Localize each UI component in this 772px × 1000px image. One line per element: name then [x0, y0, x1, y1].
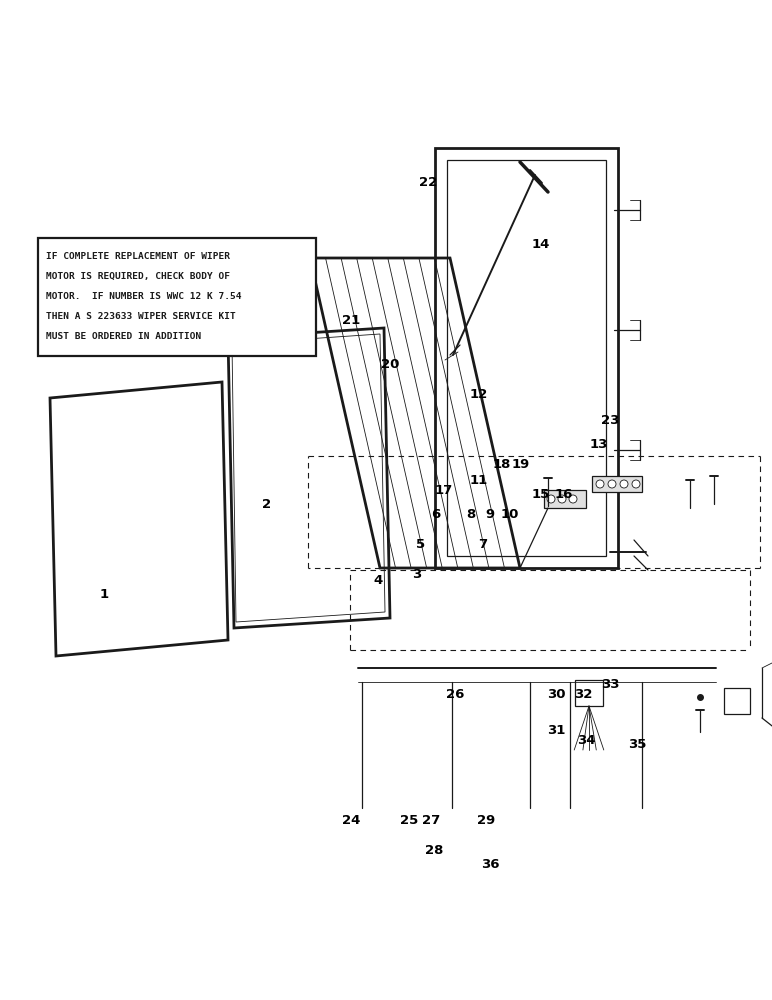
Text: 19: 19 [512, 458, 530, 472]
Text: 11: 11 [469, 474, 488, 487]
Text: 16: 16 [554, 488, 573, 502]
Text: MUST BE ORDERED IN ADDITION: MUST BE ORDERED IN ADDITION [46, 332, 201, 341]
Circle shape [620, 480, 628, 488]
Text: 35: 35 [628, 738, 646, 752]
Text: MOTOR IS REQUIRED, CHECK BODY OF: MOTOR IS REQUIRED, CHECK BODY OF [46, 272, 230, 281]
Text: 34: 34 [577, 734, 596, 746]
Circle shape [596, 480, 604, 488]
Bar [575, 680, 603, 706]
Text: MOTOR.  IF NUMBER IS WWC 12 K 7.54: MOTOR. IF NUMBER IS WWC 12 K 7.54 [46, 292, 242, 301]
Text: THEN A S 223633 WIPER SERVICE KIT: THEN A S 223633 WIPER SERVICE KIT [46, 312, 235, 321]
Circle shape [547, 495, 555, 503]
Text: 33: 33 [601, 678, 619, 692]
Text: 8: 8 [466, 508, 476, 522]
Text: 4: 4 [374, 574, 383, 586]
Text: 36: 36 [481, 858, 499, 871]
Text: 9: 9 [486, 508, 495, 522]
Text: 27: 27 [422, 814, 440, 826]
Text: 22: 22 [419, 176, 438, 188]
Text: 31: 31 [547, 724, 565, 736]
Circle shape [608, 480, 616, 488]
Text: 26: 26 [446, 688, 465, 702]
Text: 23: 23 [601, 414, 619, 426]
Text: 24: 24 [342, 814, 361, 826]
Text: 32: 32 [574, 688, 592, 702]
Text: IF COMPLETE REPLACEMENT OF WIPER: IF COMPLETE REPLACEMENT OF WIPER [46, 252, 230, 261]
Text: 6: 6 [432, 508, 441, 522]
Text: 13: 13 [589, 438, 608, 452]
Circle shape [632, 480, 640, 488]
Text: 15: 15 [531, 488, 550, 502]
Text: 10: 10 [500, 508, 519, 522]
Circle shape [569, 495, 577, 503]
Bar [38, 238, 316, 356]
Bar [724, 688, 750, 714]
Text: 7: 7 [478, 538, 487, 552]
Circle shape [558, 495, 566, 503]
Text: 21: 21 [342, 314, 361, 326]
Text: 14: 14 [531, 238, 550, 251]
Text: 29: 29 [477, 814, 496, 826]
Text: 18: 18 [493, 458, 511, 472]
Bar [592, 476, 642, 492]
Text: 28: 28 [425, 844, 443, 856]
Text: 3: 3 [412, 568, 422, 582]
Bar [544, 490, 586, 508]
Text: 25: 25 [400, 814, 418, 826]
Text: 5: 5 [416, 538, 425, 552]
Text: 17: 17 [435, 484, 453, 496]
Text: 20: 20 [381, 359, 399, 371]
Text: 30: 30 [547, 688, 565, 702]
Text: 12: 12 [469, 388, 488, 401]
Text: 1: 1 [100, 588, 109, 601]
Text: 2: 2 [262, 498, 271, 512]
